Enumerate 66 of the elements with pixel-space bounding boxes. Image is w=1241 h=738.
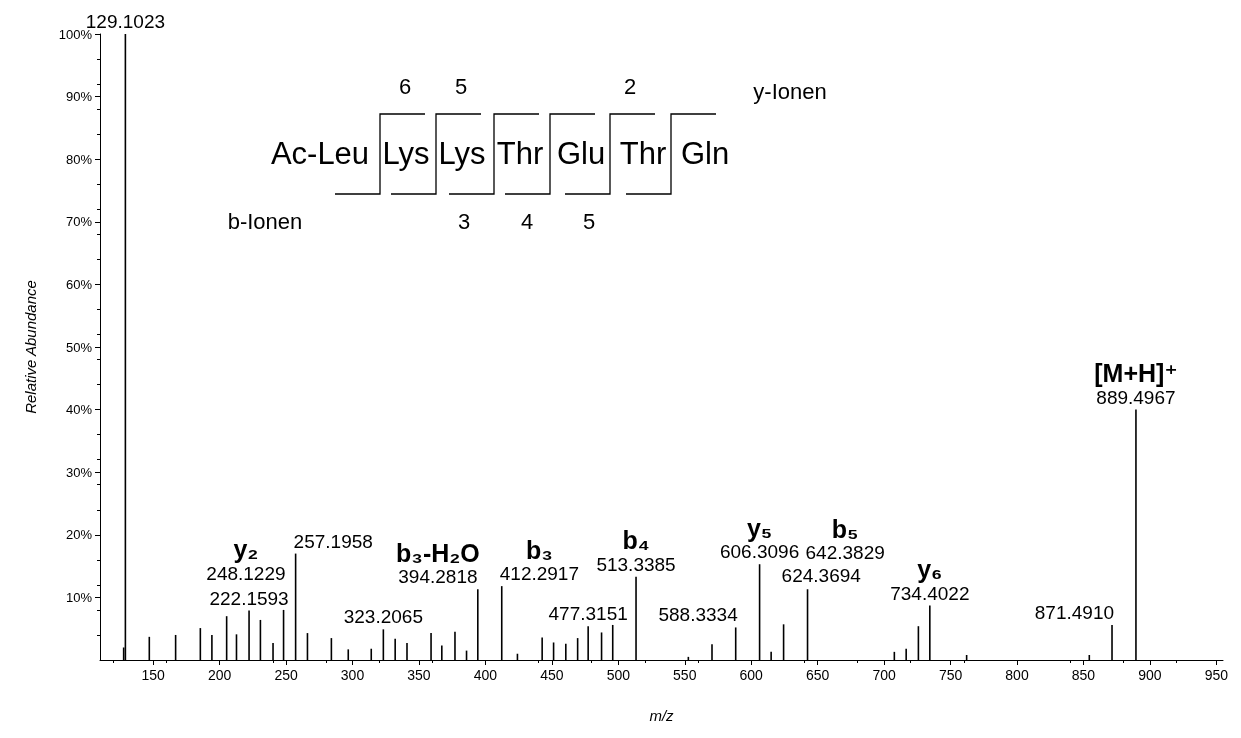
annotation: 323.2065 (343, 606, 423, 628)
annotation: 4 (520, 209, 534, 234)
annotation: 642.3829 (805, 542, 885, 564)
annotation: 412.2917 (499, 563, 579, 585)
annotation: Thr (496, 135, 544, 171)
annotation: 606.3096 (719, 541, 800, 563)
annotation: 513.3385 (596, 553, 676, 575)
x-tick-label: 850 (1071, 667, 1096, 683)
x-axis-title: m/z (649, 707, 675, 724)
y-tick-label: 60% (65, 276, 93, 292)
x-tick-label: 750 (938, 667, 963, 683)
x-tick-label: 500 (606, 667, 631, 683)
annotation: Glu (556, 135, 606, 171)
annotation: 871.4910 (1034, 601, 1115, 623)
y-tick-label: 40% (65, 402, 93, 418)
annotation: b₃ (525, 535, 553, 564)
annotation: 5 (582, 209, 596, 234)
annotation: Thr (619, 135, 667, 171)
x-tick-label: 550 (673, 667, 697, 683)
annotation: y₆ (917, 555, 943, 584)
annotation: b₃-H₂O (396, 538, 480, 567)
annotation: 2 (623, 74, 637, 99)
y-tick-label: 80% (65, 151, 93, 167)
annotation: 588.3334 (658, 604, 739, 626)
x-tick-label: 600 (739, 667, 764, 683)
annotation: y₅ (746, 513, 773, 542)
x-tick-label: 650 (805, 667, 830, 683)
annotation: 477.3151 (548, 603, 628, 625)
y-tick-label: 70% (65, 214, 93, 230)
annotation: 248.1229 (206, 562, 286, 584)
x-tick-label: 350 (407, 667, 431, 683)
annotation: Lys (382, 135, 430, 171)
x-tick-label: 300 (340, 667, 365, 683)
annotation: b-Ionen (227, 209, 303, 234)
x-tick-label: 450 (540, 667, 564, 683)
annotation: 889.4967 (1096, 386, 1176, 408)
annotation: 6 (398, 74, 412, 99)
x-tick-label: 400 (473, 667, 498, 683)
y-axis-title: Relative Abundance (22, 280, 39, 414)
annotation: 734.4022 (890, 582, 970, 604)
x-tick-label: 950 (1204, 667, 1229, 683)
annotation: b₅ (831, 514, 859, 543)
annotation: y-Ionen (753, 79, 827, 104)
y-tick-label: 30% (65, 464, 93, 480)
x-tick-label: 150 (141, 667, 166, 683)
annotation: 3 (457, 209, 471, 234)
annotation: Gln (680, 135, 730, 171)
annotation: 624.3694 (781, 565, 862, 587)
annotation: Ac-Leu (270, 135, 370, 171)
annotation: [M+H]⁺ (1094, 359, 1178, 388)
x-tick-label: 900 (1138, 667, 1162, 683)
x-tick-label: 800 (1005, 667, 1029, 683)
annotation: y₂ (233, 535, 259, 564)
annotation: b₄ (622, 526, 650, 555)
annotation: 222.1593 (209, 587, 289, 609)
y-tick-label: 20% (65, 527, 93, 543)
x-tick-label: 700 (872, 667, 896, 683)
annotation: 257.1958 (293, 530, 373, 552)
x-tick-label: 200 (207, 667, 232, 683)
annotation: Lys (438, 135, 486, 171)
x-tick-label: 250 (274, 667, 298, 683)
y-tick-label: 10% (65, 589, 93, 605)
y-tick-label: 90% (65, 89, 93, 105)
annotation: 394.2818 (398, 566, 478, 588)
annotation: 5 (454, 74, 468, 99)
y-tick-label: 50% (65, 339, 93, 355)
